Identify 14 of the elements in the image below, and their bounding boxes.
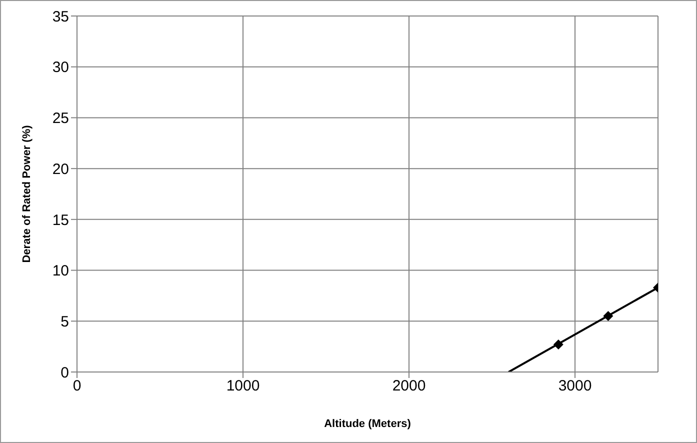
x-axis-title: Altitude (Meters)	[324, 418, 412, 430]
y-tick-label: 35	[52, 8, 69, 26]
y-tick-label: 30	[52, 59, 69, 76]
y-tick-label: 5	[60, 313, 69, 330]
x-tick-label: 0	[72, 378, 82, 395]
x-tick-label: 2000	[392, 378, 426, 395]
x-tick-label: 1000	[226, 378, 260, 395]
x-tick-label: 3000	[558, 378, 592, 395]
y-tick-label: 20	[52, 160, 69, 178]
y-tick-label: 15	[52, 212, 69, 229]
y-tick-label: 25	[52, 110, 69, 128]
y-axis-title: Derate of Rated Power (%)	[20, 124, 33, 263]
y-tick-label: 10	[52, 262, 69, 280]
y-tick-label: 0	[60, 364, 69, 382]
